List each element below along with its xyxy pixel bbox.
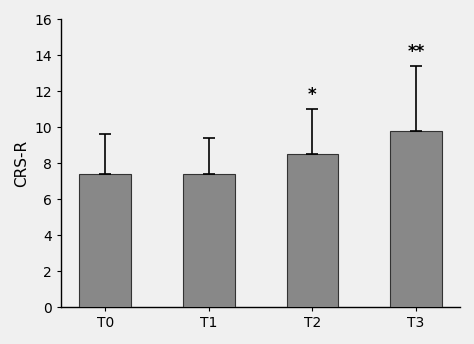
Bar: [183, 174, 235, 307]
Bar: [390, 131, 442, 307]
Bar: [79, 174, 131, 307]
Text: **: **: [408, 43, 425, 61]
Text: *: *: [308, 86, 317, 104]
Bar: [287, 154, 338, 307]
Y-axis label: CRS-R: CRS-R: [14, 140, 29, 187]
